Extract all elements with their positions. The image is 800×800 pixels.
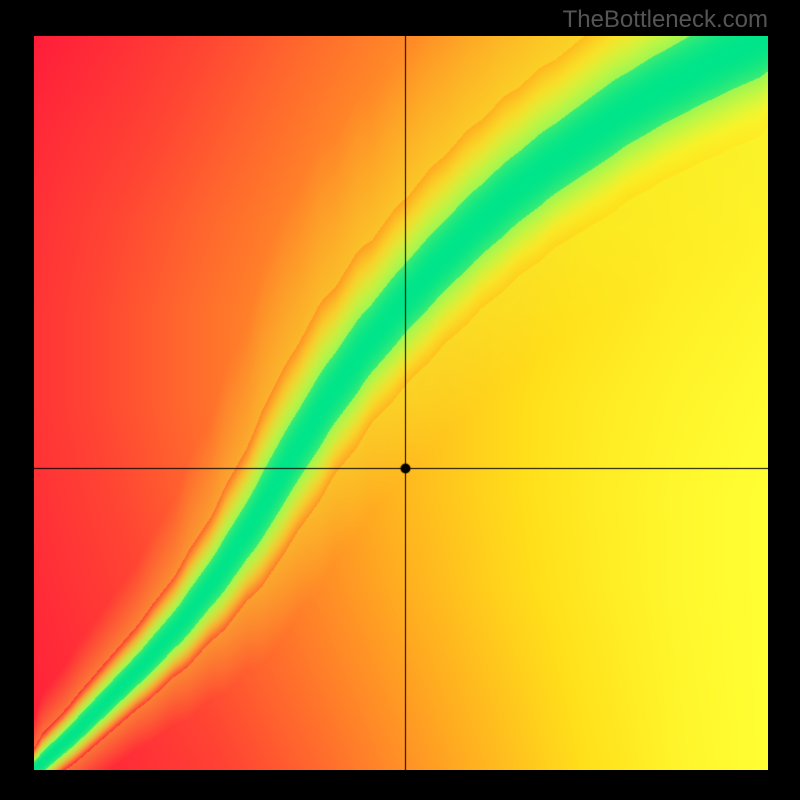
bottleneck-heatmap bbox=[34, 36, 768, 770]
watermark-text: TheBottleneck.com bbox=[563, 6, 768, 34]
chart-container: TheBottleneck.com bbox=[0, 0, 800, 800]
